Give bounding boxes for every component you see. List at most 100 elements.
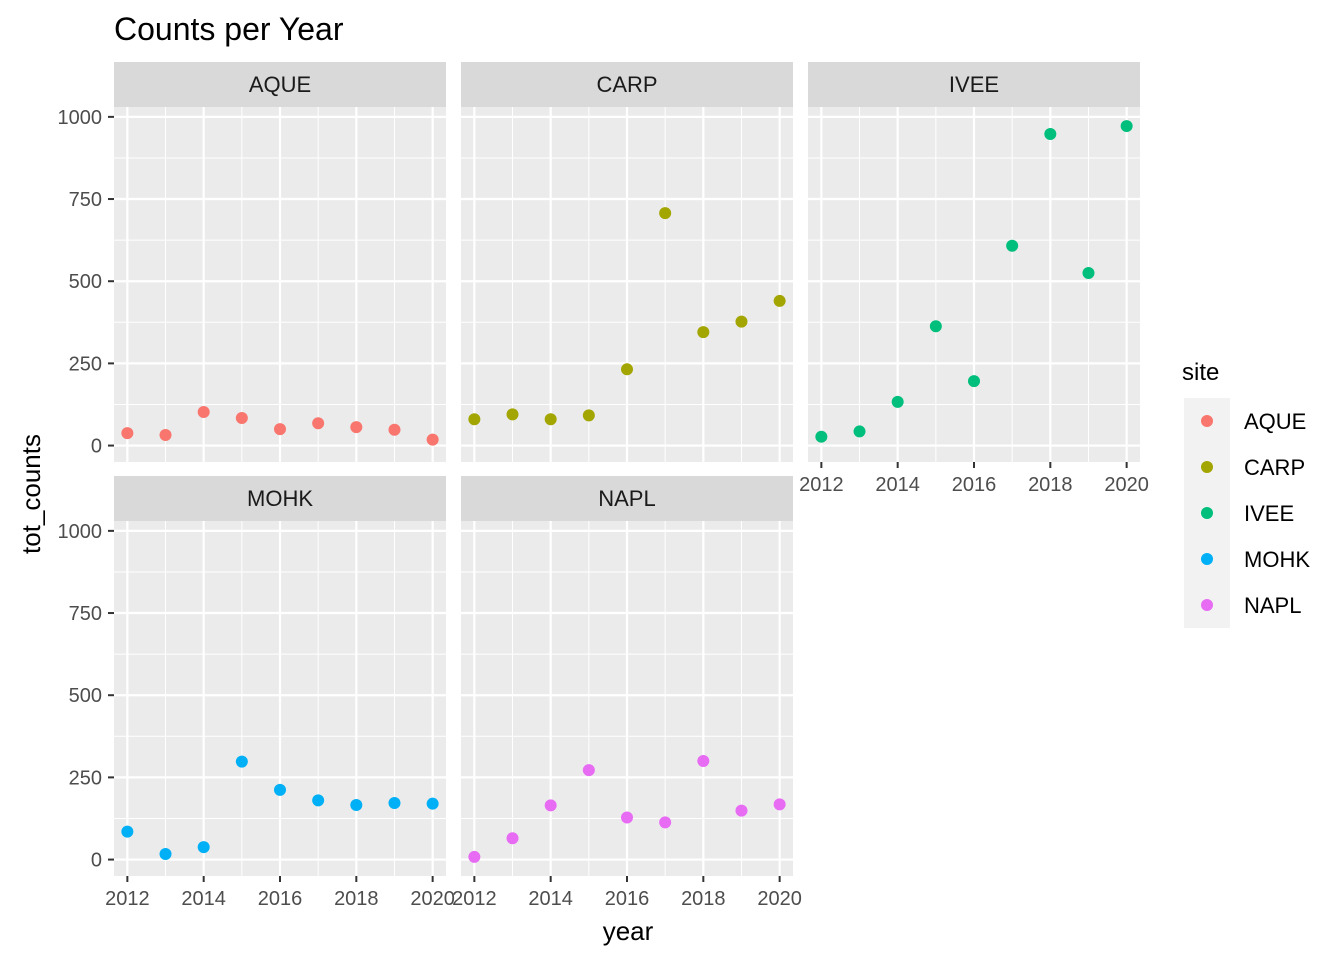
data-point-aque [197,406,210,419]
y-tick-label: 750 [69,189,102,211]
data-point-aque [235,411,248,424]
x-tick-label: 2012 [105,888,150,910]
data-point-mohk [235,755,248,768]
data-point-napl [544,799,557,812]
y-tick-label: 250 [69,353,102,375]
facet-panels: AQUE 0 250 500 750 1000 CARP IVEE 2012 2014 2016 20… [58,62,1149,910]
x-tick-label: 2012 [452,888,497,910]
facet-panel-carp: CARP [461,62,793,462]
data-point-ivee [853,425,866,438]
y-tick-label: 500 [69,271,102,293]
x-tick-label: 2016 [258,888,303,910]
legend-key-ivee [1201,507,1213,519]
x-tick-label: 2018 [334,888,379,910]
data-point-napl [468,850,481,863]
facet-strip [114,62,446,107]
data-point-napl [582,764,595,777]
x-tick-label: 2018 [681,888,726,910]
data-point-carp [582,409,595,422]
x-tick-label: 2012 [799,474,844,496]
data-point-ivee [1006,239,1019,252]
facet-strip [461,476,793,521]
data-point-carp [544,413,557,426]
x-tick-label: 2016 [605,888,650,910]
x-tick-label: 2014 [875,474,920,496]
facet-strip-label: NAPL [598,486,655,511]
legend-key-aque [1201,415,1213,427]
legend-key-carp [1201,461,1213,473]
legend-key-mohk [1201,553,1213,565]
data-point-aque [159,429,172,442]
facet-strip [461,62,793,107]
facet-strip-label: CARP [596,72,657,97]
data-point-mohk [350,799,363,811]
chart-title: Counts per Year [114,11,344,47]
facet-panel-ivee: IVEE 2012 2014 2016 2018 2020 [799,62,1149,496]
y-tick-label: 0 [91,850,102,872]
data-point-ivee [1044,127,1057,140]
data-point-aque [312,417,325,430]
legend-title: site [1182,359,1219,386]
data-point-napl [659,816,672,829]
facet-strip-label: MOHK [247,486,313,511]
data-point-ivee [1120,120,1133,133]
x-tick-label: 2018 [1028,474,1073,496]
legend-key-napl [1201,599,1213,611]
y-tick-label: 1000 [58,107,103,129]
data-point-carp [773,294,786,307]
x-tick-label: 2020 [1104,474,1149,496]
x-tick-label: 2020 [757,888,802,910]
legend-label-carp: CARP [1244,455,1305,480]
data-point-ivee [968,375,980,388]
y-tick-label: 250 [69,767,102,789]
data-point-aque [350,421,363,434]
facet-strip [114,476,446,521]
data-point-aque [426,433,439,446]
y-axis-label: tot_counts [16,434,46,554]
y-tick-label: 750 [69,603,102,625]
data-point-napl [506,832,519,845]
y-tick-label: 0 [91,436,102,458]
y-tick-label: 500 [69,685,102,707]
data-point-carp [659,207,672,220]
data-point-mohk [159,847,172,860]
data-point-napl [773,798,786,811]
data-point-aque [121,427,134,440]
data-point-ivee [815,430,828,443]
y-tick-label: 1000 [58,521,103,543]
data-point-mohk [197,841,210,854]
data-point-ivee [891,395,904,408]
facet-strip-label: AQUE [249,72,311,97]
facet-panel-mohk: MOHK 0 250 500 750 1000 2012 2014 2016 2018 2020 [58,476,455,910]
data-point-mohk [426,797,439,810]
data-point-aque [388,423,401,436]
legend-label-aque: AQUE [1244,409,1306,434]
facet-strip [808,62,1140,107]
data-point-carp [468,413,481,426]
legend-label-mohk: MOHK [1244,547,1310,572]
data-point-ivee [1082,266,1095,279]
data-point-carp [697,326,710,339]
facet-panel-napl: NAPL 2012 2014 2016 2018 2020 [452,476,802,910]
data-point-carp [506,408,519,421]
x-tick-label: 2020 [410,888,455,910]
x-tick-label: 2016 [952,474,997,496]
data-point-carp [735,315,748,328]
data-point-mohk [274,783,286,796]
data-point-napl [621,811,633,824]
x-tick-label: 2014 [181,888,226,910]
data-point-mohk [121,825,134,838]
legend-label-napl: NAPL [1244,593,1301,618]
data-point-carp [621,363,633,376]
x-tick-label: 2014 [528,888,573,910]
facet-strip-label: IVEE [949,72,999,97]
data-point-aque [274,423,286,436]
data-point-mohk [388,797,401,810]
facet-panel-aque: AQUE 0 250 500 750 1000 [58,62,446,462]
data-point-napl [697,754,710,767]
x-axis-label: year [603,916,654,946]
data-point-mohk [312,794,325,807]
data-point-ivee [929,320,942,333]
data-point-napl [735,804,748,817]
